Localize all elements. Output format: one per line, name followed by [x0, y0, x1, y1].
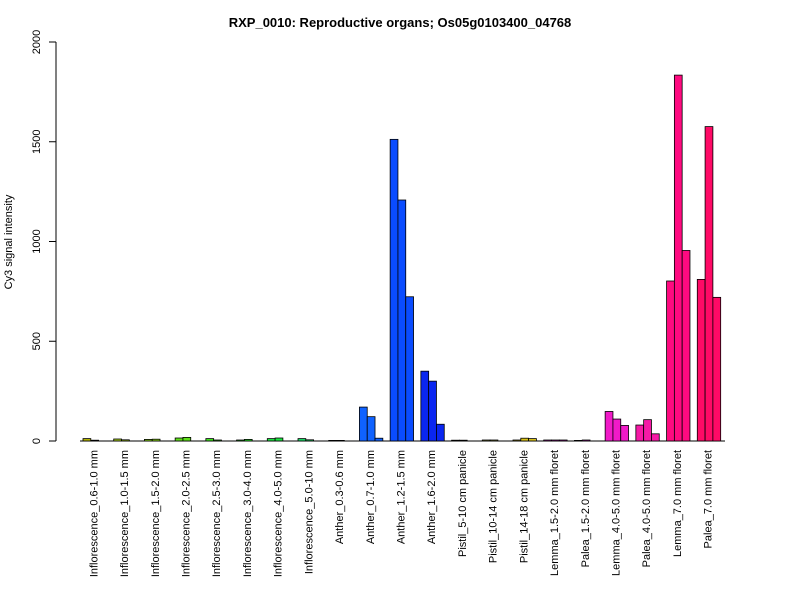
bar — [428, 380, 437, 442]
bar — [673, 74, 683, 442]
bar — [144, 439, 153, 442]
bar — [420, 370, 430, 442]
bar — [374, 437, 384, 442]
bar — [336, 440, 345, 442]
bar — [512, 439, 522, 442]
bar — [397, 199, 407, 442]
y-tick-label: 500 — [31, 332, 43, 350]
bar — [696, 279, 706, 442]
bar — [643, 419, 652, 442]
y-tick-label: 2000 — [31, 30, 43, 54]
y-axis: 0 500 1000 1500 2000 — [31, 30, 57, 444]
x-tick-label: Anther_0.7-1.0 mm — [365, 450, 377, 544]
bar — [182, 437, 192, 442]
bar — [236, 439, 245, 442]
bar — [651, 433, 660, 442]
bar — [558, 439, 568, 442]
x-tick-label: Lemma_1.5-2.0 mm floret — [549, 450, 561, 576]
x-tick-label: Pistil_14-18 cm panicle — [518, 450, 530, 563]
x-tick-label: Anther_1.6-2.0 mm — [426, 450, 438, 544]
bar — [436, 423, 445, 442]
bar — [458, 439, 468, 442]
y-tick-label: 1000 — [31, 229, 43, 253]
bar — [551, 439, 560, 442]
x-tick-label: Palea_1.5-2.0 mm floret — [580, 450, 592, 567]
bar — [121, 439, 130, 442]
bar — [274, 437, 284, 442]
bar — [243, 439, 253, 442]
bar — [451, 439, 460, 442]
x-tick-label: Inflorescence_3.0-4.0 mm — [242, 450, 254, 577]
bar — [205, 438, 215, 442]
bar — [366, 416, 376, 442]
bar — [712, 296, 722, 442]
bar — [90, 439, 100, 442]
x-tick-label: Lemma_4.0-5.0 mm floret — [611, 450, 623, 576]
bar — [266, 438, 276, 442]
bar — [113, 438, 122, 442]
bar — [543, 439, 552, 442]
bar — [635, 424, 645, 442]
bars — [82, 74, 722, 442]
x-tick-label: Palea_4.0-5.0 mm floret — [641, 450, 653, 567]
chart-title: RXP_0010: Reproductive organs; Os05g0103… — [229, 15, 572, 30]
bar — [328, 440, 337, 442]
x-tick-label: Inflorescence_4.0-5.0 mm — [273, 450, 285, 577]
x-tick-label: Pistil_10-14 cm panicle — [488, 450, 500, 563]
bar — [581, 439, 591, 442]
x-tick-label: Inflorescence_1.5-2.0 mm — [150, 450, 162, 577]
x-tick-labels: Inflorescence_0.6-1.0 mm Inflorescence_1.… — [88, 450, 714, 577]
x-tick-label: Inflorescence_2.0-2.5 mm — [181, 450, 193, 577]
bar — [481, 439, 491, 442]
bar — [297, 438, 307, 442]
x-tick-label: Anther_0.3-0.6 mm — [334, 450, 346, 544]
x-tick-label: Inflorescence_1.0-1.5 mm — [119, 450, 131, 577]
x-tick-label: Inflorescence_5.0-10 mm — [303, 450, 315, 574]
x-tick-label: Lemma_7.0 mm floret — [672, 450, 684, 557]
bar — [604, 411, 614, 442]
y-axis-label: Cy3 signal intensity — [3, 194, 15, 289]
y-tick-label: 0 — [31, 438, 43, 444]
bar — [666, 280, 675, 442]
x-tick-label: Anther_1.2-1.5 mm — [396, 450, 408, 544]
bar — [359, 406, 368, 442]
bar — [305, 439, 314, 442]
bar — [213, 439, 222, 442]
bar — [489, 439, 499, 442]
bar — [681, 250, 691, 442]
bar — [151, 438, 161, 442]
bar — [520, 437, 529, 442]
bar — [574, 440, 583, 442]
bar — [620, 425, 629, 442]
bar — [174, 437, 184, 442]
bar — [704, 126, 714, 442]
bar — [82, 438, 92, 442]
x-tick-label: Pistil_5-10 cm panicle — [457, 450, 469, 557]
x-tick-label: Inflorescence_0.6-1.0 mm — [88, 450, 100, 577]
bar — [528, 438, 537, 442]
x-tick-label: Inflorescence_2.5-3.0 mm — [211, 450, 223, 577]
bar — [389, 138, 399, 442]
bar — [612, 418, 622, 442]
y-tick-label: 1500 — [31, 130, 43, 154]
x-tick-label: Palea_7.0 mm floret — [703, 450, 715, 548]
bar — [405, 296, 414, 442]
